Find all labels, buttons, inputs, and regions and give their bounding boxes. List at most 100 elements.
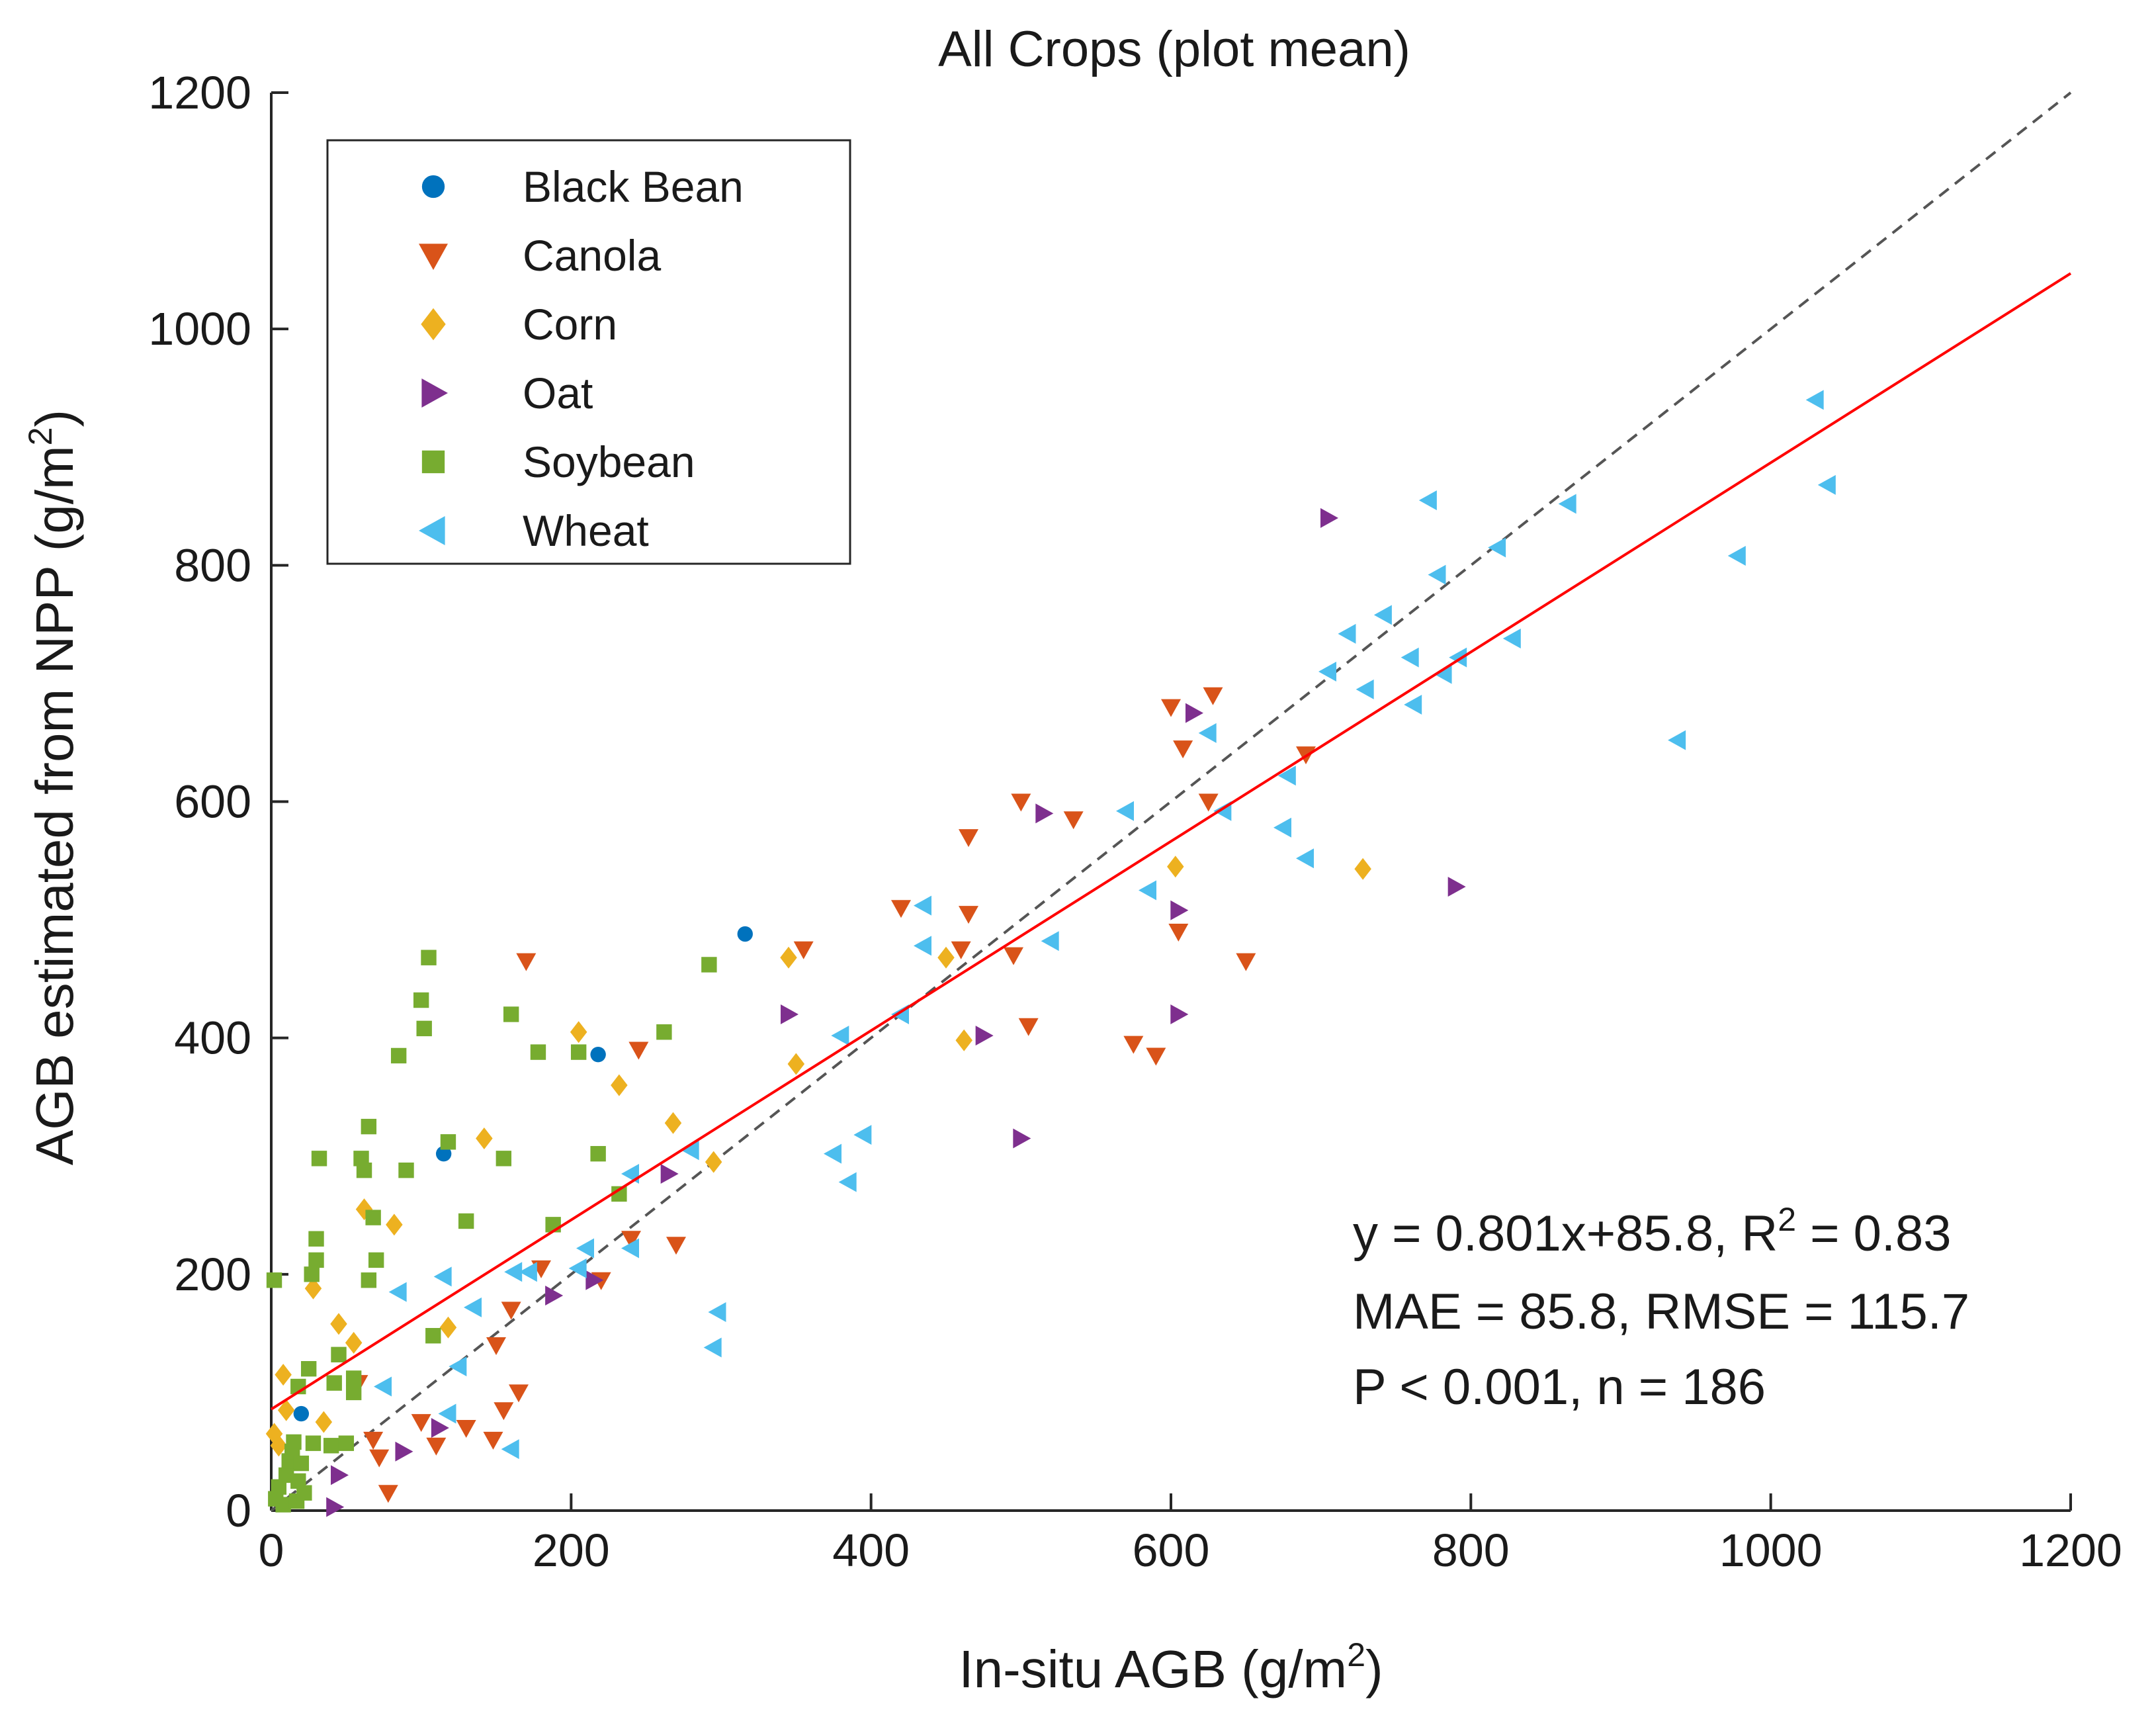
soybean-point xyxy=(416,1020,432,1037)
canola-point xyxy=(628,1041,649,1060)
canola-point xyxy=(1161,699,1181,717)
soybean-point xyxy=(590,1145,606,1162)
soybean-point xyxy=(275,1497,291,1513)
oat-point xyxy=(431,1417,449,1438)
wheat-point xyxy=(1041,931,1059,951)
soybean-point xyxy=(278,1467,294,1483)
wheat-point xyxy=(1428,564,1446,585)
error-metrics: MAE = 85.8, RMSE = 115.7 xyxy=(1353,1284,1969,1340)
canola-point xyxy=(1203,687,1223,705)
oat-point xyxy=(545,1285,564,1305)
y-axis-label-superscript: 2 xyxy=(22,427,59,446)
canola-point xyxy=(1011,793,1031,812)
soybean-point xyxy=(503,1006,519,1022)
x-tick-label: 0 xyxy=(259,1524,284,1576)
x-tick-label: 1000 xyxy=(1719,1524,1823,1576)
legend-entry-black-bean: Black Bean xyxy=(421,162,744,211)
x-tick-label: 1200 xyxy=(2019,1524,2122,1576)
corn-point xyxy=(277,1399,295,1421)
legend-label-black-bean: Black Bean xyxy=(523,162,744,211)
soybean-point xyxy=(331,1347,347,1362)
soybean-point xyxy=(530,1044,546,1060)
y-tick-label: 1000 xyxy=(148,303,251,355)
y-axis-label: AGB estimated from NPP (g/m2) xyxy=(22,410,84,1165)
regression-fit-line xyxy=(270,272,2072,1411)
canola-point xyxy=(1123,1036,1144,1054)
oat-point xyxy=(331,1465,349,1485)
r-squared-superscript: 2 xyxy=(1778,1201,1796,1238)
corn-point xyxy=(611,1074,628,1096)
reference-line-group xyxy=(270,91,2072,1512)
corn-point xyxy=(476,1127,493,1149)
wheat-point xyxy=(831,1026,849,1046)
black-bean-point xyxy=(293,1405,310,1422)
oat-point xyxy=(1035,803,1054,824)
canola-point xyxy=(501,1302,521,1320)
oat-point xyxy=(585,1270,604,1290)
oat-point xyxy=(1170,900,1189,920)
legend-entry-soybean: Soybean xyxy=(421,437,695,486)
oat-point xyxy=(1320,508,1338,528)
canola-point xyxy=(516,953,537,971)
soybean-point xyxy=(266,1272,282,1288)
canola-point xyxy=(793,941,814,959)
wheat-point xyxy=(1558,494,1576,514)
corn-point xyxy=(439,1316,457,1339)
oat-point xyxy=(975,1026,994,1046)
corn-point xyxy=(780,946,797,969)
series-wheat xyxy=(374,390,1836,1460)
soybean-point xyxy=(496,1151,512,1167)
legend-label-canola: Canola xyxy=(523,231,661,280)
one-to-one-reference-line xyxy=(270,91,2072,1512)
chart-title: All Crops (plot mean) xyxy=(938,21,1410,77)
soybean-point xyxy=(365,1210,381,1225)
wheat-point xyxy=(1401,647,1419,668)
y-tick-label: 400 xyxy=(174,1012,251,1064)
x-tick-label: 400 xyxy=(832,1524,910,1576)
canola-point xyxy=(509,1384,529,1403)
wheat-point xyxy=(1418,490,1437,511)
canola-point xyxy=(378,1485,398,1503)
corn-point xyxy=(937,946,955,969)
x-axis-label: In-situ AGB (g/m2) xyxy=(959,1636,1383,1699)
canola-point xyxy=(1173,740,1193,759)
corn-point xyxy=(1167,856,1184,878)
canola-point xyxy=(426,1437,447,1456)
legend-marker-oat xyxy=(421,378,448,408)
legend-marker-black-bean xyxy=(421,175,445,199)
canola-point xyxy=(1063,811,1084,830)
soybean-point xyxy=(323,1438,339,1454)
canola-point xyxy=(456,1419,476,1438)
significance-text: P < 0.001, n = 186 xyxy=(1353,1359,1766,1415)
wheat-point xyxy=(1434,664,1452,684)
wheat-point xyxy=(501,1439,519,1460)
x-tick-label: 600 xyxy=(1133,1524,1210,1576)
wheat-point xyxy=(449,1356,467,1377)
wheat-point xyxy=(1404,695,1422,715)
canola-point xyxy=(369,1449,390,1468)
soybean-point xyxy=(304,1266,320,1282)
x-axis-label-superscript: 2 xyxy=(1347,1636,1365,1673)
wheat-point xyxy=(1502,629,1521,649)
data-points xyxy=(265,390,1836,1517)
wheat-point xyxy=(824,1143,841,1164)
soybean-point xyxy=(286,1434,302,1450)
canola-point xyxy=(1198,793,1219,812)
corn-point xyxy=(787,1053,805,1075)
wheat-point xyxy=(1273,817,1291,838)
canola-point xyxy=(621,1231,641,1249)
canola-point xyxy=(1236,953,1256,971)
canola-point xyxy=(486,1337,506,1355)
wheat-point xyxy=(1139,880,1156,901)
canola-point xyxy=(411,1414,431,1433)
canola-point xyxy=(494,1402,514,1421)
soybean-point xyxy=(413,992,429,1008)
soybean-point xyxy=(305,1435,322,1451)
x-tick-label: 800 xyxy=(1432,1524,1510,1576)
wheat-point xyxy=(1338,623,1356,644)
soybean-point xyxy=(425,1327,441,1344)
oat-point xyxy=(326,1497,345,1517)
axes: 0 200 400 600 800 1000 1200 0 200 400 600 800 1000 12… xyxy=(148,67,2122,1576)
soybean-point xyxy=(353,1151,369,1167)
